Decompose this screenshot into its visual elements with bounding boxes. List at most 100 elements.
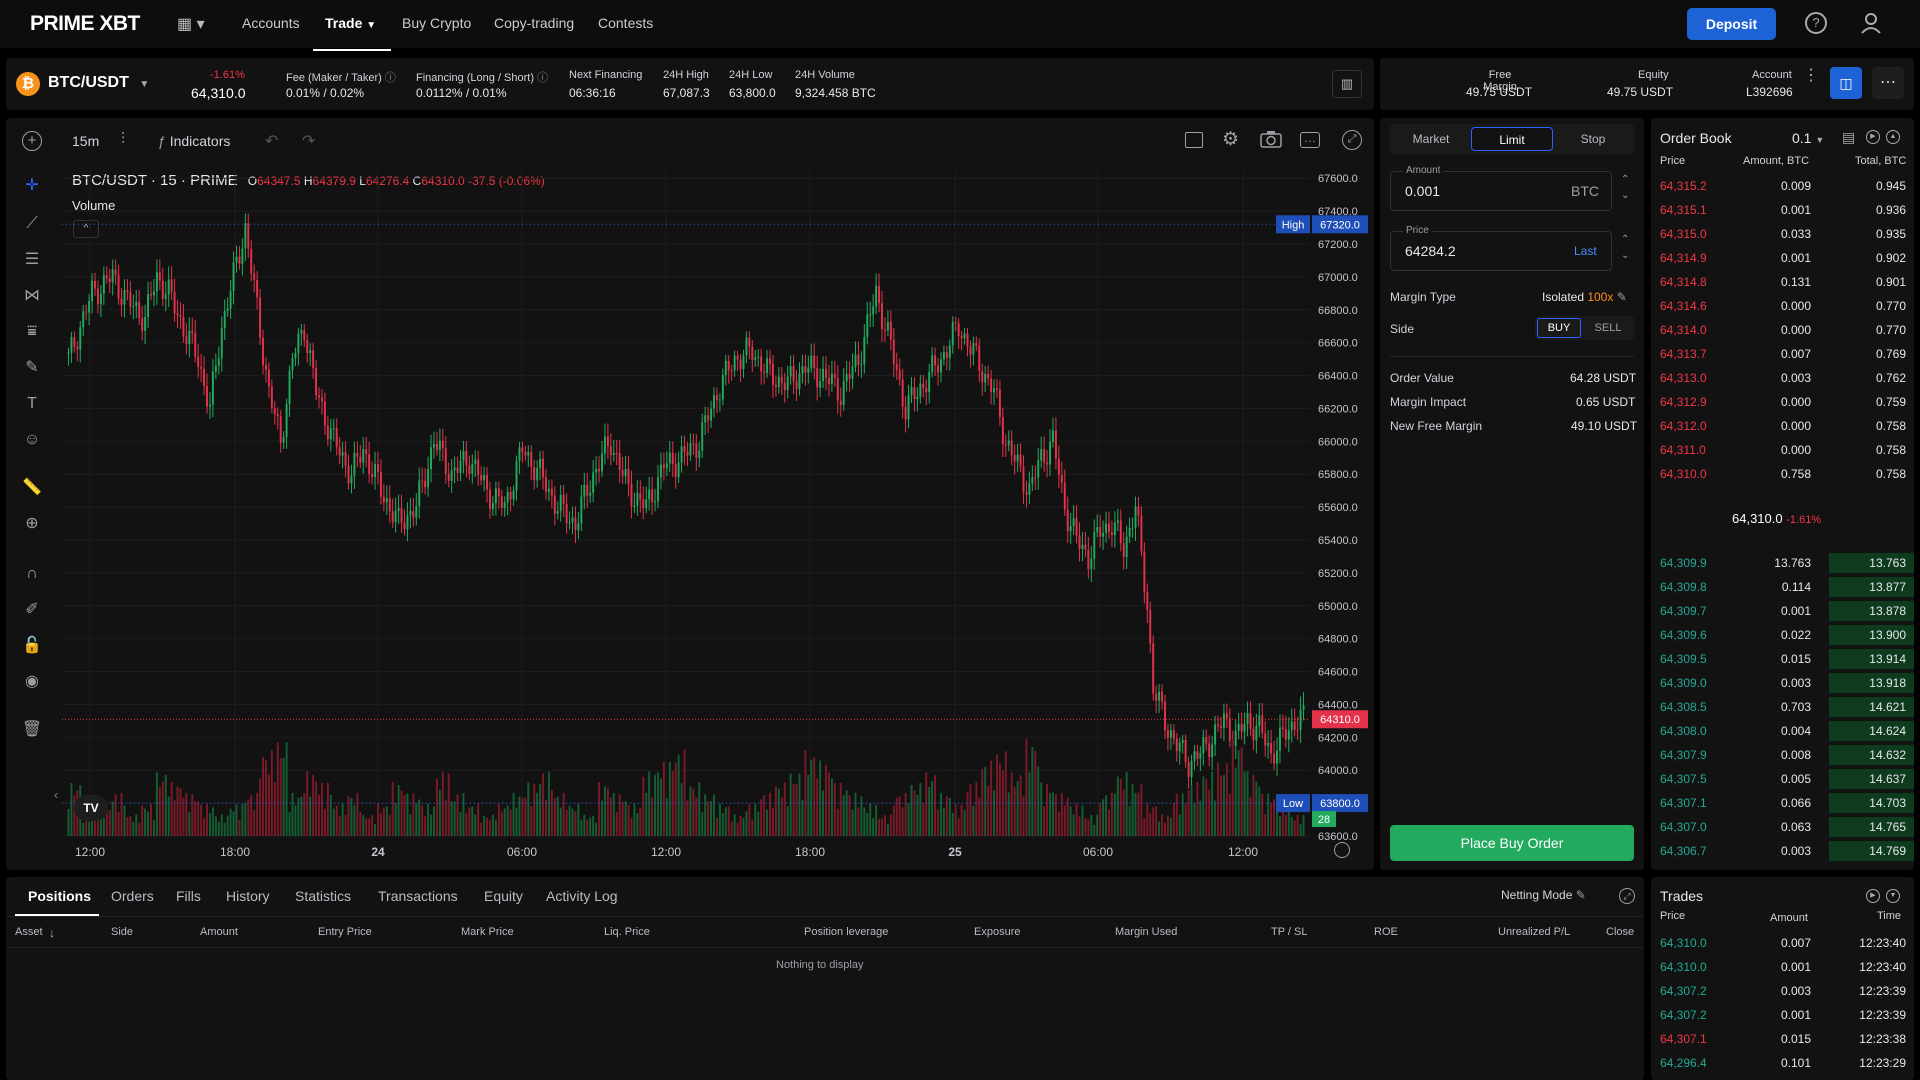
- tab-market[interactable]: Market: [1412, 132, 1450, 146]
- trash-icon[interactable]: 🗑: [21, 721, 43, 738]
- order-book-ask-row[interactable]: 64,313.7 0.007 0.769: [1660, 344, 1906, 364]
- fib-lines-icon[interactable]: ☰: [24, 251, 40, 268]
- tab-equity[interactable]: Equity: [484, 888, 523, 904]
- order-book-bid-row[interactable]: 64,307.5 0.005 14.637: [1660, 769, 1914, 789]
- help-icon[interactable]: ?: [1805, 12, 1827, 34]
- order-book-ask-row[interactable]: 64,315.0 0.033 0.935: [1660, 224, 1906, 244]
- prediction-icon[interactable]: ⩸: [27, 323, 37, 340]
- deposit-button[interactable]: Deposit: [1687, 8, 1776, 40]
- tab-activity-log[interactable]: Activity Log: [546, 888, 618, 904]
- nav-buy-crypto[interactable]: Buy Crypto: [402, 15, 472, 31]
- tab-limit[interactable]: Limit: [1471, 127, 1553, 151]
- play-icon[interactable]: ▶: [1866, 889, 1880, 903]
- tab-history[interactable]: History: [226, 888, 270, 904]
- order-book-bid-row[interactable]: 64,306.7 0.003 14.769: [1660, 841, 1914, 861]
- order-book-bid-row[interactable]: 64,309.8 0.114 13.877: [1660, 577, 1914, 597]
- nav-trade[interactable]: Trade ▼: [325, 15, 376, 31]
- more-vertical-icon[interactable]: ⋮: [1803, 67, 1819, 84]
- chart-settings-icon[interactable]: [1334, 842, 1350, 858]
- order-book-ask-row[interactable]: 64,311.0 0.000 0.758: [1660, 440, 1906, 460]
- place-buy-order-button[interactable]: Place Buy Order: [1390, 825, 1634, 861]
- undo-icon[interactable]: ↶: [265, 133, 279, 150]
- price-last-button[interactable]: Last: [1574, 244, 1597, 258]
- info-icon[interactable]: ⓘ: [537, 72, 549, 84]
- price-input[interactable]: 64284.2: [1405, 243, 1456, 259]
- candles-type-icon[interactable]: ⫶: [121, 131, 126, 148]
- edit-pencil-icon[interactable]: ✎: [1616, 290, 1627, 304]
- expand-positions-icon[interactable]: ⤢: [1619, 888, 1635, 904]
- magnet-icon[interactable]: ∩: [26, 565, 38, 582]
- crosshair-icon[interactable]: ✛: [25, 177, 39, 194]
- nav-accounts[interactable]: Accounts: [242, 15, 300, 31]
- order-book-bid-row[interactable]: 64,309.7 0.001 13.878: [1660, 601, 1914, 621]
- order-book-bid-row[interactable]: 64,309.0 0.003 13.918: [1660, 673, 1914, 693]
- add-icon[interactable]: +: [22, 131, 42, 151]
- order-book-bid-row[interactable]: 64,309.9 13.763 13.763: [1660, 553, 1914, 573]
- prime-xbt-logo[interactable]: PRIME XBT: [30, 12, 140, 35]
- order-book-bid-row[interactable]: 64,309.5 0.015 13.914: [1660, 649, 1914, 669]
- fullscreen-rect-icon[interactable]: [1185, 132, 1203, 148]
- eye-icon[interactable]: ◉: [25, 673, 39, 690]
- tab-positions[interactable]: Positions: [28, 888, 92, 904]
- netting-mode[interactable]: Netting Mode ✎: [1501, 888, 1586, 902]
- camera-icon[interactable]: [1260, 130, 1282, 148]
- book-icon[interactable]: ▥: [1332, 70, 1362, 98]
- user-icon[interactable]: [1860, 12, 1882, 34]
- order-book-bid-row[interactable]: 64,308.0 0.004 14.624: [1660, 721, 1914, 741]
- collapse-left-icon[interactable]: ‹: [54, 788, 58, 802]
- tab-statistics[interactable]: Statistics: [295, 888, 352, 904]
- order-book-ask-row[interactable]: 64,315.1 0.001 0.936: [1660, 200, 1906, 220]
- chart-more-icon[interactable]: …: [1300, 132, 1320, 148]
- indicators-button[interactable]: ƒ Indicators: [158, 133, 230, 149]
- order-book-ask-row[interactable]: 64,313.0 0.003 0.762: [1660, 368, 1906, 388]
- order-book-ask-row[interactable]: 64,312.0 0.000 0.758: [1660, 416, 1906, 436]
- order-book-bid-row[interactable]: 64,307.0 0.063 14.765: [1660, 817, 1914, 837]
- margin-type-value[interactable]: Isolated 100x ✎: [1542, 290, 1627, 304]
- collapse-legend-button[interactable]: ^: [73, 220, 99, 238]
- zoom-in-icon[interactable]: ⊕: [25, 515, 39, 532]
- tab-transactions[interactable]: Transactions: [378, 888, 458, 904]
- price-stepper-icon[interactable]: ⌃ ⌄: [1621, 234, 1630, 261]
- nav-contests[interactable]: Contests: [598, 15, 654, 31]
- tradingview-logo[interactable]: TV: [74, 795, 108, 821]
- amount-field[interactable]: [1390, 171, 1612, 211]
- order-book-ask-row[interactable]: 64,314.6 0.000 0.770: [1660, 296, 1906, 316]
- play-icon[interactable]: ▶: [1866, 130, 1880, 144]
- amount-input[interactable]: 0.001: [1405, 183, 1441, 199]
- tab-stop[interactable]: Stop: [1580, 132, 1606, 146]
- buy-side-button[interactable]: BUY: [1537, 318, 1581, 338]
- order-book-ask-row[interactable]: 64,314.9 0.001 0.902: [1660, 248, 1906, 268]
- brush-icon[interactable]: ✎: [25, 359, 39, 376]
- tab-orders[interactable]: Orders: [111, 888, 154, 904]
- sort-down-icon[interactable]: ↓: [49, 926, 55, 940]
- apps-grid-icon[interactable]: ▦ ▾: [177, 16, 205, 33]
- book-view-icon[interactable]: ▤: [1842, 129, 1856, 145]
- order-book-ask-row[interactable]: 64,315.2 0.009 0.945: [1660, 176, 1906, 196]
- text-icon[interactable]: T: [27, 395, 37, 412]
- nav-copy-trading[interactable]: Copy-trading: [494, 15, 575, 31]
- order-book-ask-row[interactable]: 64,314.0 0.000 0.770: [1660, 320, 1906, 340]
- more-horizontal-icon[interactable]: ⋯: [1872, 67, 1904, 99]
- lock-drawing-icon[interactable]: ✐: [25, 601, 39, 618]
- emoji-icon[interactable]: ☺: [23, 431, 41, 448]
- redo-icon[interactable]: ↷: [302, 133, 316, 150]
- order-book-ask-row[interactable]: 64,312.9 0.000 0.759: [1660, 392, 1906, 412]
- interval-selector[interactable]: 15m: [72, 133, 100, 149]
- order-book-bid-row[interactable]: 64,309.6 0.022 13.900: [1660, 625, 1914, 645]
- pattern-icon[interactable]: ⋈: [24, 287, 40, 304]
- tab-fills[interactable]: Fills: [176, 888, 201, 904]
- order-book-ask-row[interactable]: 64,310.0 0.758 0.758: [1660, 464, 1906, 484]
- sell-side-button[interactable]: SELL: [1594, 322, 1622, 334]
- pair-selector[interactable]: BTC/USDT ▼: [48, 74, 149, 92]
- order-book-bid-row[interactable]: 64,307.9 0.008 14.632: [1660, 745, 1914, 765]
- settings-gear-icon[interactable]: ⚙: [1222, 129, 1240, 150]
- collapse-icon[interactable]: ▲: [1886, 130, 1900, 144]
- order-book-bid-row[interactable]: 64,308.5 0.703 14.621: [1660, 697, 1914, 717]
- ruler-icon[interactable]: 📏: [22, 479, 42, 496]
- trend-line-icon[interactable]: ⟋: [26, 215, 38, 232]
- info-icon[interactable]: ⓘ: [384, 72, 396, 84]
- order-book-bid-row[interactable]: 64,307.1 0.066 14.703: [1660, 793, 1914, 813]
- col-asset[interactable]: Asset: [15, 926, 43, 938]
- lock-icon[interactable]: 🔓: [22, 637, 42, 654]
